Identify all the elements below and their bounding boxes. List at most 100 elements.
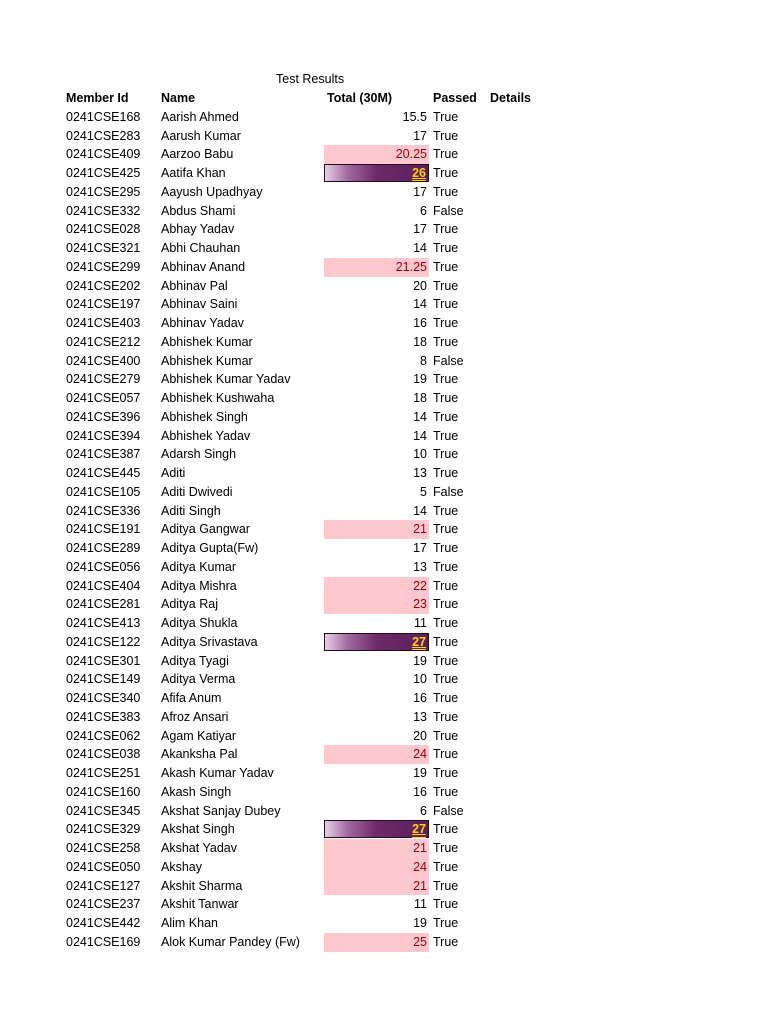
passed-cell[interactable]: True	[433, 409, 459, 424]
total-cell[interactable]: 16	[324, 689, 429, 708]
passed-cell[interactable]: True	[433, 222, 459, 237]
member-id-cell[interactable]: 0241CSE127	[66, 878, 141, 893]
total-cell[interactable]: 24	[324, 857, 429, 877]
name-cell[interactable]: Abhay Yadav	[161, 222, 235, 237]
total-cell[interactable]: 6	[324, 802, 429, 821]
passed-cell[interactable]: True	[433, 166, 459, 180]
total-cell[interactable]: 20	[324, 727, 429, 746]
name-cell[interactable]: Alim Khan	[161, 916, 218, 930]
total-cell[interactable]: 17	[324, 539, 429, 558]
header-details[interactable]: Details	[490, 91, 531, 105]
passed-cell[interactable]: True	[433, 503, 459, 518]
member-id-cell[interactable]: 0241CSE197	[66, 297, 141, 312]
total-cell[interactable]: 20.25	[324, 145, 429, 164]
member-id-cell[interactable]: 0241CSE409	[66, 147, 141, 162]
member-id-cell[interactable]: 0241CSE168	[66, 109, 141, 124]
member-id-cell[interactable]: 0241CSE149	[66, 672, 141, 687]
total-cell[interactable]: 14	[324, 295, 429, 314]
total-cell[interactable]: 21	[324, 839, 429, 858]
member-id-cell[interactable]: 0241CSE289	[66, 541, 141, 555]
name-cell[interactable]: Abhishek Kumar	[161, 334, 253, 349]
member-id-cell[interactable]: 0241CSE413	[66, 616, 141, 630]
name-cell[interactable]: Aditi Singh	[161, 503, 221, 518]
total-cell[interactable]: 16	[324, 314, 429, 333]
total-cell[interactable]: 13	[324, 558, 429, 577]
passed-cell[interactable]: False	[433, 484, 464, 499]
total-cell[interactable]: 11	[324, 895, 429, 914]
passed-cell[interactable]: True	[433, 878, 459, 893]
member-id-cell[interactable]: 0241CSE403	[66, 316, 141, 330]
member-id-cell[interactable]: 0241CSE191	[66, 522, 141, 537]
name-cell[interactable]: Afifa Anum	[161, 691, 222, 705]
passed-cell[interactable]: True	[433, 597, 459, 612]
header-name[interactable]: Name	[161, 91, 196, 105]
member-id-cell[interactable]: 0241CSE340	[66, 691, 141, 705]
total-cell[interactable]: 17	[324, 127, 429, 146]
name-cell[interactable]: Alok Kumar Pandey (Fw)	[161, 934, 300, 949]
name-cell[interactable]: Akanksha Pal	[161, 747, 238, 762]
name-cell[interactable]: Aditi	[161, 466, 186, 480]
total-cell[interactable]: 24	[324, 745, 429, 764]
name-cell[interactable]: Akshat Singh	[161, 822, 235, 837]
total-cell[interactable]: 16	[324, 783, 429, 802]
name-cell[interactable]: Abhishek Yadav	[161, 428, 251, 443]
name-cell[interactable]: Akshat Yadav	[161, 841, 237, 855]
name-cell[interactable]: Aditya Gangwar	[161, 522, 250, 537]
member-id-cell[interactable]: 0241CSE122	[66, 634, 141, 649]
member-id-cell[interactable]: 0241CSE028	[66, 222, 141, 237]
name-cell[interactable]: Aditya Srivastava	[161, 634, 258, 649]
passed-cell[interactable]: True	[433, 297, 459, 312]
member-id-cell[interactable]: 0241CSE105	[66, 484, 141, 499]
member-id-cell[interactable]: 0241CSE321	[66, 241, 141, 255]
name-cell[interactable]: Abhinav Anand	[161, 259, 246, 274]
total-cell[interactable]: 23	[324, 595, 429, 614]
passed-cell[interactable]: True	[433, 709, 459, 724]
passed-cell[interactable]: True	[433, 541, 459, 555]
total-cell[interactable]: 17	[324, 183, 429, 202]
member-id-cell[interactable]: 0241CSE404	[66, 578, 141, 593]
passed-cell[interactable]: True	[433, 822, 459, 837]
header-member-id[interactable]: Member Id	[66, 91, 129, 105]
passed-cell[interactable]: True	[433, 841, 459, 855]
name-cell[interactable]: Aarush Kumar	[161, 128, 241, 143]
passed-cell[interactable]: True	[433, 278, 459, 293]
name-cell[interactable]: Agam Katiyar	[161, 728, 237, 743]
passed-cell[interactable]: True	[433, 466, 459, 480]
passed-cell[interactable]: True	[433, 522, 459, 537]
passed-cell[interactable]: False	[433, 203, 464, 218]
member-id-cell[interactable]: 0241CSE283	[66, 128, 141, 143]
name-cell[interactable]: Akshay	[161, 859, 202, 874]
total-cell[interactable]: 13	[324, 464, 429, 483]
total-cell[interactable]: 27	[324, 632, 429, 651]
member-id-cell[interactable]: 0241CSE336	[66, 503, 141, 518]
header-passed[interactable]: Passed	[433, 91, 477, 105]
total-cell[interactable]: 26	[324, 164, 429, 182]
member-id-cell[interactable]: 0241CSE038	[66, 747, 141, 762]
member-id-cell[interactable]: 0241CSE445	[66, 466, 141, 480]
passed-cell[interactable]: True	[433, 316, 459, 330]
total-cell[interactable]: 11	[324, 614, 429, 633]
member-id-cell[interactable]: 0241CSE387	[66, 447, 141, 462]
name-cell[interactable]: Aayush Upadhyay	[161, 184, 263, 199]
passed-cell[interactable]: True	[433, 241, 459, 255]
total-cell[interactable]: 10	[324, 670, 429, 689]
passed-cell[interactable]: True	[433, 372, 459, 387]
total-cell[interactable]: 14	[324, 502, 429, 521]
total-cell[interactable]: 18	[324, 333, 429, 352]
passed-cell[interactable]: True	[433, 728, 459, 743]
passed-cell[interactable]: True	[433, 691, 459, 705]
member-id-cell[interactable]: 0241CSE301	[66, 653, 141, 668]
name-cell[interactable]: Aditya Tyagi	[161, 653, 229, 668]
total-cell[interactable]: 17	[324, 220, 429, 239]
member-id-cell[interactable]: 0241CSE332	[66, 203, 141, 218]
total-cell[interactable]: 25	[324, 932, 429, 952]
member-id-cell[interactable]: 0241CSE056	[66, 559, 141, 574]
member-id-cell[interactable]: 0241CSE345	[66, 803, 141, 818]
total-cell[interactable]: 19	[324, 914, 429, 933]
passed-cell[interactable]: True	[433, 616, 459, 630]
passed-cell[interactable]: True	[433, 128, 459, 143]
member-id-cell[interactable]: 0241CSE396	[66, 409, 141, 424]
member-id-cell[interactable]: 0241CSE425	[66, 166, 141, 180]
name-cell[interactable]: Aditya Raj	[161, 597, 218, 612]
passed-cell[interactable]: True	[433, 334, 459, 349]
